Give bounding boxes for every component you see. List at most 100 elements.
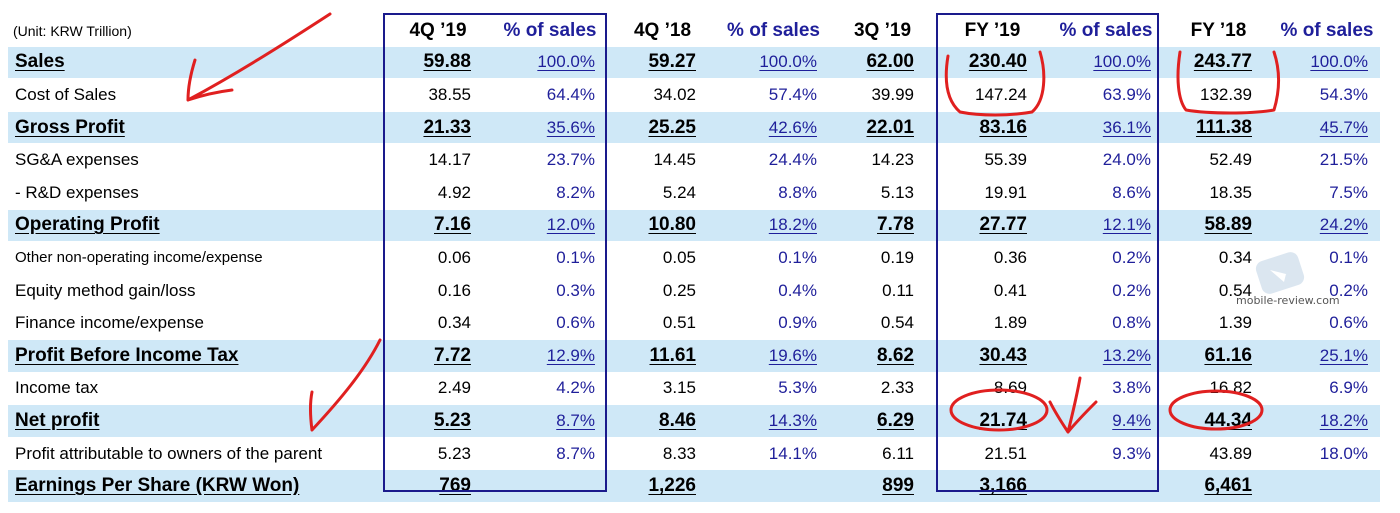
table-row: SG&A expenses 14.17 23.7% 14.45 24.4% 14.23 55… (8, 143, 1380, 177)
cell-fy18: 243.77 (1163, 46, 1274, 80)
cell-fy18: 0.34 (1163, 241, 1274, 275)
watermark-text: mobile-review.com (1236, 294, 1340, 307)
col-header-pct-fy18: % of sales (1280, 19, 1374, 41)
cell-4q19: 7.16 (383, 209, 493, 243)
table-row: Profit Before Income Tax 7.72 12.9% 11.61 19… (8, 339, 1380, 373)
cell-pct-fy19: 63.9% (1049, 78, 1163, 112)
cell-pct-4q19: 0.6% (493, 306, 607, 340)
cell-4q19: 21.33 (383, 111, 493, 145)
cell-fy18: 16.82 (1163, 372, 1274, 406)
cell-pct-4q18 (718, 469, 829, 503)
cell-fy19: 83.16 (936, 111, 1049, 145)
cell-3q19: 39.99 (829, 78, 936, 112)
cell-pct-fy18: 21.5% (1274, 143, 1380, 177)
cell-pct-fy18: 0.1% (1274, 241, 1380, 275)
cell-pct-fy18: 24.2% (1274, 209, 1380, 243)
cell-pct-fy19: 13.2% (1049, 339, 1163, 373)
row-label: Equity method gain/loss (8, 274, 383, 308)
cell-fy18: 52.49 (1163, 143, 1274, 177)
col-header-3q19: 3Q ’19 (853, 19, 912, 41)
cell-fy18: 18.35 (1163, 176, 1274, 210)
cell-4q19: 0.06 (383, 241, 493, 275)
row-label: Profit Before Income Tax (8, 339, 383, 373)
row-label: Net profit (8, 404, 383, 438)
cell-pct-fy18: 25.1% (1274, 339, 1380, 373)
cell-pct-4q18: 14.3% (718, 404, 829, 438)
table-row: Income tax 2.49 4.2% 3.15 5.3% 2.33 8.69 3.8% 16… (8, 372, 1380, 406)
cell-4q18: 1,226 (607, 469, 718, 503)
table-row: Other non-operating income/expense 0.06 0.… (8, 241, 1380, 275)
cell-fy19: 1.89 (936, 306, 1049, 340)
mobile-review-logo-icon (1255, 252, 1305, 294)
cell-3q19: 14.23 (829, 143, 936, 177)
col-header-pct-4q18: % of sales (727, 19, 820, 41)
cell-pct-4q19: 8.2% (493, 176, 607, 210)
cell-pct-4q18: 100.0% (718, 46, 829, 80)
row-label: Profit attributable to owners of the par… (8, 437, 383, 471)
cell-4q18: 25.25 (607, 111, 718, 145)
cell-4q19: 4.92 (383, 176, 493, 210)
cell-pct-4q19: 8.7% (493, 437, 607, 471)
cell-3q19: 899 (829, 469, 936, 503)
cell-fy18: 132.39 (1163, 78, 1274, 112)
cell-4q19: 0.34 (383, 306, 493, 340)
cell-pct-fy18: 7.5% (1274, 176, 1380, 210)
table-row: Equity method gain/loss 0.16 0.3% 0.25 0.4% 0… (8, 274, 1380, 308)
cell-fy19: 55.39 (936, 143, 1049, 177)
cell-4q19: 7.72 (383, 339, 493, 373)
cell-4q19: 5.23 (383, 404, 493, 438)
cell-fy18: 6,461 (1163, 469, 1274, 503)
col-header-4q19: 4Q ’19 (409, 19, 467, 41)
col-header-pct-4q19: % of sales (503, 19, 597, 41)
cell-pct-fy18: 0.2% (1274, 274, 1380, 308)
cell-pct-4q18: 18.2% (718, 209, 829, 243)
cell-pct-fy19: 0.2% (1049, 241, 1163, 275)
cell-3q19: 22.01 (829, 111, 936, 145)
col-header-fy19: FY ’19 (964, 19, 1021, 41)
row-label: Income tax (8, 372, 383, 406)
row-label: - R&D expenses (8, 176, 383, 210)
header-row: (Unit: KRW Trillion) 4Q ’19 % of sales 4… (8, 15, 1380, 47)
cell-4q18: 10.80 (607, 209, 718, 243)
cell-pct-4q18: 24.4% (718, 143, 829, 177)
row-label: Cost of Sales (8, 78, 383, 112)
cell-fy19: 3,166 (936, 469, 1049, 503)
table-row: Cost of Sales 38.55 64.4% 34.02 57.4% 39.99 14… (8, 78, 1380, 112)
cell-pct-4q19: 12.9% (493, 339, 607, 373)
table-row: Earnings Per Share (KRW Won) 769 1,226 899 3… (8, 469, 1380, 503)
cell-pct-fy18: 18.0% (1274, 437, 1380, 471)
table-row: Operating Profit 7.16 12.0% 10.80 18.2% 7.78 2… (8, 209, 1380, 243)
cell-4q18: 0.05 (607, 241, 718, 275)
cell-fy19: 0.41 (936, 274, 1049, 308)
cell-fy18: 43.89 (1163, 437, 1274, 471)
cell-pct-4q18: 5.3% (718, 372, 829, 406)
cell-pct-fy19: 24.0% (1049, 143, 1163, 177)
cell-pct-fy19: 12.1% (1049, 209, 1163, 243)
cell-pct-4q19: 8.7% (493, 404, 607, 438)
cell-4q19: 59.88 (383, 46, 493, 80)
cell-pct-4q18: 0.1% (718, 241, 829, 275)
cell-pct-fy19: 0.8% (1049, 306, 1163, 340)
cell-4q19: 0.16 (383, 274, 493, 308)
cell-pct-4q19: 35.6% (493, 111, 607, 145)
cell-3q19: 8.62 (829, 339, 936, 373)
cell-fy19: 21.51 (936, 437, 1049, 471)
cell-4q18: 11.61 (607, 339, 718, 373)
highlight-box-fy19 (936, 13, 1159, 492)
cell-fy18: 58.89 (1163, 209, 1274, 243)
cell-pct-fy18: 54.3% (1274, 78, 1380, 112)
cell-4q18: 34.02 (607, 78, 718, 112)
cell-pct-fy19: 8.6% (1049, 176, 1163, 210)
cell-pct-4q19 (493, 469, 607, 503)
cell-4q18: 3.15 (607, 372, 718, 406)
cell-fy19: 27.77 (936, 209, 1049, 243)
cell-4q18: 8.33 (607, 437, 718, 471)
col-header-pct-fy19: % of sales (1059, 19, 1153, 41)
row-label: Gross Profit (8, 111, 383, 145)
cell-pct-fy18: 100.0% (1274, 46, 1380, 80)
col-header-fy18: FY ’18 (1190, 19, 1247, 41)
cell-3q19: 2.33 (829, 372, 936, 406)
cell-fy19: 19.91 (936, 176, 1049, 210)
cell-pct-fy19: 0.2% (1049, 274, 1163, 308)
